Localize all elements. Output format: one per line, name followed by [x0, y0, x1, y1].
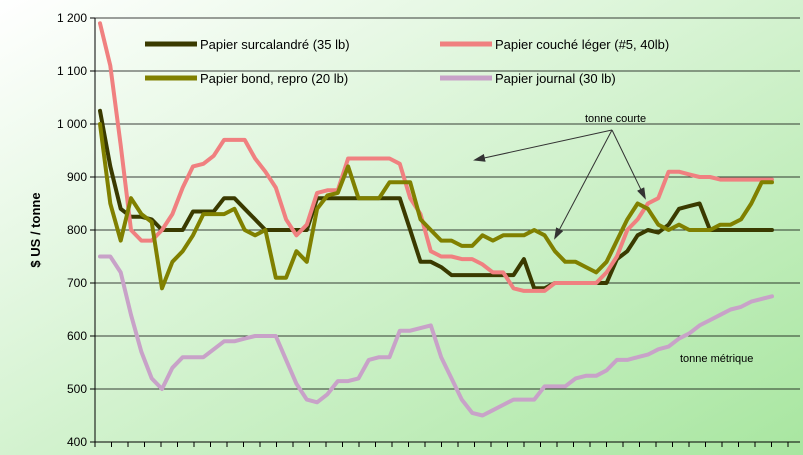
y-tick-label: 1 100: [57, 64, 87, 78]
annotation-tonne-courte: tonne courte: [585, 113, 646, 125]
series-line-2: [98, 21, 774, 293]
annotation-arrow: [611, 129, 646, 200]
legend-label: Papier journal (30 lb): [495, 71, 616, 86]
annotation-arrow: [554, 129, 613, 240]
legend-label: Papier surcalandré (35 lb): [200, 37, 350, 52]
series-line-3: [98, 122, 774, 291]
y-axis-title: $ US / tonne: [28, 192, 43, 267]
series-line-1: [98, 108, 774, 291]
y-tick-label: 400: [67, 435, 87, 449]
legend-label: Papier bond, repro (20 lb): [200, 71, 348, 86]
y-tick-label: 1 200: [57, 11, 87, 25]
axes: 400 500 600 700 800 900 1 000 1 100 1 200: [57, 11, 800, 449]
y-tick-label: 700: [67, 276, 87, 290]
gridlines: [95, 17, 800, 390]
series-lines: [98, 21, 774, 418]
legend-label: Papier couché léger (#5, 40lb): [495, 37, 669, 52]
legend: Papier surcalandré (35 lb) Papier couché …: [145, 37, 669, 86]
y-tick-label: 600: [67, 329, 87, 343]
y-tick-label: 900: [67, 170, 87, 184]
y-tick-label: 800: [67, 223, 87, 237]
y-tick-label: 500: [67, 382, 87, 396]
annotations: tonne courte tonne métrique: [473, 113, 753, 365]
annotation-tonne-metrique: tonne métrique: [680, 353, 753, 365]
series-line-4: [98, 254, 774, 418]
annotation-arrow: [473, 129, 613, 162]
y-tick-label: 1 000: [57, 117, 87, 131]
